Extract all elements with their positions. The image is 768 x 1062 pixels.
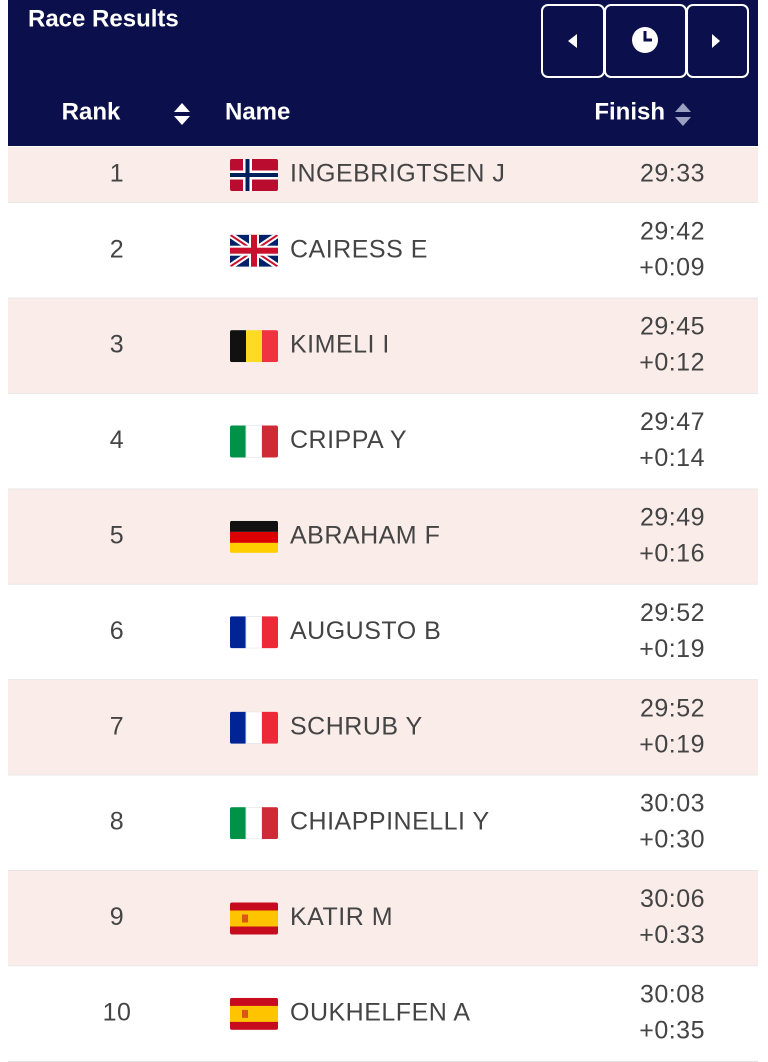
row-bg bbox=[8, 680, 758, 776]
flag bbox=[230, 235, 278, 267]
athlete-name: CAIRESS E bbox=[290, 235, 428, 263]
finish-time: 30:08 bbox=[640, 981, 705, 1009]
rank: 4 bbox=[110, 426, 124, 454]
time-gap: +0:35 bbox=[639, 1017, 705, 1045]
nav-buttons bbox=[541, 4, 749, 78]
time-gap: +0:12 bbox=[639, 349, 705, 377]
athlete-name: SCHRUB Y bbox=[290, 712, 423, 740]
finish-time: 29:49 bbox=[640, 504, 705, 532]
prev-icon bbox=[568, 34, 577, 48]
time-gap: +0:16 bbox=[639, 540, 705, 568]
time-gap: +0:14 bbox=[639, 444, 705, 472]
athlete-name: CRIPPA Y bbox=[290, 426, 407, 454]
athlete-name: OUKHELFEN A bbox=[290, 999, 471, 1027]
athlete-name: AUGUSTO B bbox=[290, 617, 441, 645]
athlete-name: KIMELI I bbox=[290, 331, 390, 359]
finish-time: 29:47 bbox=[640, 408, 705, 436]
rank: 7 bbox=[110, 712, 124, 740]
next-icon bbox=[712, 34, 720, 48]
rank: 2 bbox=[110, 235, 124, 263]
time-gap: +0:33 bbox=[639, 921, 705, 949]
finish-time: 30:06 bbox=[640, 885, 705, 913]
result-row: 8 CHIAPPINELLI Y 30:03 +0:30 bbox=[8, 775, 758, 872]
time-gap: +0:19 bbox=[639, 730, 705, 758]
result-row: 10 OUKHELFEN A 30:08 +0:35 bbox=[8, 966, 758, 1062]
athlete-name: KATIR M bbox=[290, 903, 393, 931]
athlete-name: CHIAPPINELLI Y bbox=[290, 808, 490, 836]
result-row: 2 CAIRESS E 29:42 +0:09 bbox=[8, 203, 758, 300]
col-rank[interactable]: Rank bbox=[62, 98, 121, 125]
athlete-name: ABRAHAM F bbox=[290, 522, 440, 550]
row-bg bbox=[8, 775, 758, 871]
next-button[interactable] bbox=[686, 4, 749, 78]
row-bg bbox=[8, 393, 758, 490]
flag bbox=[230, 521, 278, 553]
time-gap: +0:30 bbox=[639, 826, 705, 854]
col-name: Name bbox=[225, 98, 290, 125]
row-bg bbox=[8, 489, 758, 585]
flag bbox=[230, 426, 278, 458]
header-bar bbox=[8, 0, 758, 146]
result-row: 1 INGEBRIGTSEN J 29:33 bbox=[8, 147, 758, 204]
row-bg bbox=[8, 966, 758, 1062]
result-row: 4 CRIPPA Y 29:47 +0:14 bbox=[8, 393, 758, 490]
finish-time: 29:52 bbox=[640, 694, 705, 722]
title: Race Results bbox=[28, 5, 179, 32]
row-bg bbox=[8, 870, 758, 967]
finish-time: 29:33 bbox=[640, 160, 705, 188]
rank: 9 bbox=[110, 903, 124, 931]
rank: 8 bbox=[110, 808, 124, 836]
rank: 10 bbox=[103, 999, 132, 1027]
result-row: 6 AUGUSTO B 29:52 +0:19 bbox=[8, 584, 758, 681]
flag bbox=[230, 159, 278, 191]
flag bbox=[230, 712, 278, 744]
rank: 5 bbox=[110, 522, 124, 550]
col-finish[interactable]: Finish bbox=[594, 98, 665, 125]
rank: 3 bbox=[110, 331, 124, 359]
rank: 1 bbox=[110, 160, 124, 188]
flag bbox=[230, 903, 278, 935]
flag bbox=[230, 998, 278, 1030]
row-bg bbox=[8, 584, 758, 680]
finish-time: 29:45 bbox=[640, 313, 705, 341]
time-gap: +0:19 bbox=[639, 635, 705, 663]
flag bbox=[230, 807, 278, 839]
row-bg bbox=[8, 298, 758, 394]
result-row: 7 SCHRUB Y 29:52 +0:19 bbox=[8, 680, 758, 777]
athlete-name: INGEBRIGTSEN J bbox=[290, 160, 505, 188]
result-row: 9 KATIR M 30:06 +0:33 bbox=[8, 870, 758, 967]
rows: 1 INGEBRIGTSEN J 29:33 2 CAIRESS E 29:42 +0:09… bbox=[8, 147, 758, 1062]
row-bg bbox=[8, 203, 758, 299]
result-row: 5 ABRAHAM F 29:49 +0:16 bbox=[8, 489, 758, 586]
flag bbox=[230, 616, 278, 648]
finish-time: 30:03 bbox=[640, 790, 705, 818]
row-bg bbox=[8, 147, 758, 203]
sort-icon[interactable] bbox=[174, 103, 190, 125]
flag bbox=[230, 330, 278, 362]
result-row: 3 KIMELI I 29:45 +0:12 bbox=[8, 298, 758, 395]
finish-time: 29:52 bbox=[640, 599, 705, 627]
time-gap: +0:09 bbox=[639, 253, 705, 281]
rank: 6 bbox=[110, 617, 124, 645]
finish-time: 29:42 bbox=[640, 217, 705, 245]
